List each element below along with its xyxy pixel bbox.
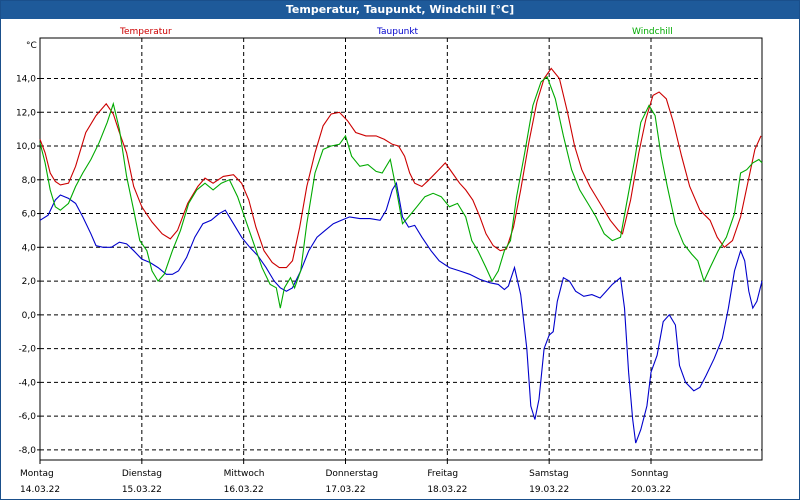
x-tick-day: Mittwoch (224, 469, 265, 479)
legend-windchill: Windchill (632, 27, 673, 37)
y-tick-label: 0,0 (22, 311, 37, 321)
y-tick-label: -6,0 (18, 412, 36, 422)
series-line-taupunkt (39, 181, 763, 444)
x-tick-date: 15.03.22 (122, 485, 162, 495)
y-tick-labels: 14,0 12,0 10,0 8,0 6,0 4,0 2,0 0,0 -2,0 -4,0 -6,0 -… (16, 75, 36, 456)
x-tick-date: 14.03.22 (20, 485, 60, 495)
chart-title: Temperatur, Taupunkt, Windchill [°C] (1, 1, 799, 19)
series-line-temperatur (39, 67, 762, 269)
y-tick-label: 8,0 (22, 176, 37, 186)
plot-frame (39, 37, 763, 461)
x-tick-day: Montag (20, 469, 54, 479)
y-tick-label: -4,0 (18, 378, 36, 388)
x-tick-date: 19.03.22 (529, 485, 569, 495)
x-tick-day: Dienstag (122, 469, 162, 479)
x-tick-date: 20.03.22 (631, 485, 671, 495)
x-tick-date: 18.03.22 (427, 485, 467, 495)
y-tick-label: 2,0 (22, 277, 37, 287)
x-tick-day: Samstag (529, 469, 568, 479)
y-tick-label: 12,0 (16, 108, 36, 118)
y-tick-label: 4,0 (22, 243, 37, 253)
legend-temperatur: Temperatur (119, 27, 172, 37)
x-tick-day: Freitag (427, 469, 458, 479)
y-tick-label: -2,0 (18, 345, 36, 355)
x-tick-labels: Montag 14.03.22 Dienstag 15.03.22 Mittwoch 16… (20, 469, 671, 495)
y-tick-label: 6,0 (22, 210, 37, 220)
x-tick-day: Sonntag (631, 469, 668, 479)
legend-taupunkt: Taupunkt (376, 27, 419, 37)
y-tick-label: -8,0 (18, 446, 36, 456)
y-tick-label: 10,0 (16, 142, 36, 152)
x-tick-date: 17.03.22 (326, 485, 366, 495)
series-group (39, 67, 763, 444)
x-tick-date: 16.03.22 (224, 485, 264, 495)
series-line-windchill (39, 75, 763, 309)
y-axis-label: °C (26, 41, 37, 51)
x-tick-day: Donnerstag (326, 469, 379, 479)
y-tick-label: 14,0 (16, 75, 36, 85)
